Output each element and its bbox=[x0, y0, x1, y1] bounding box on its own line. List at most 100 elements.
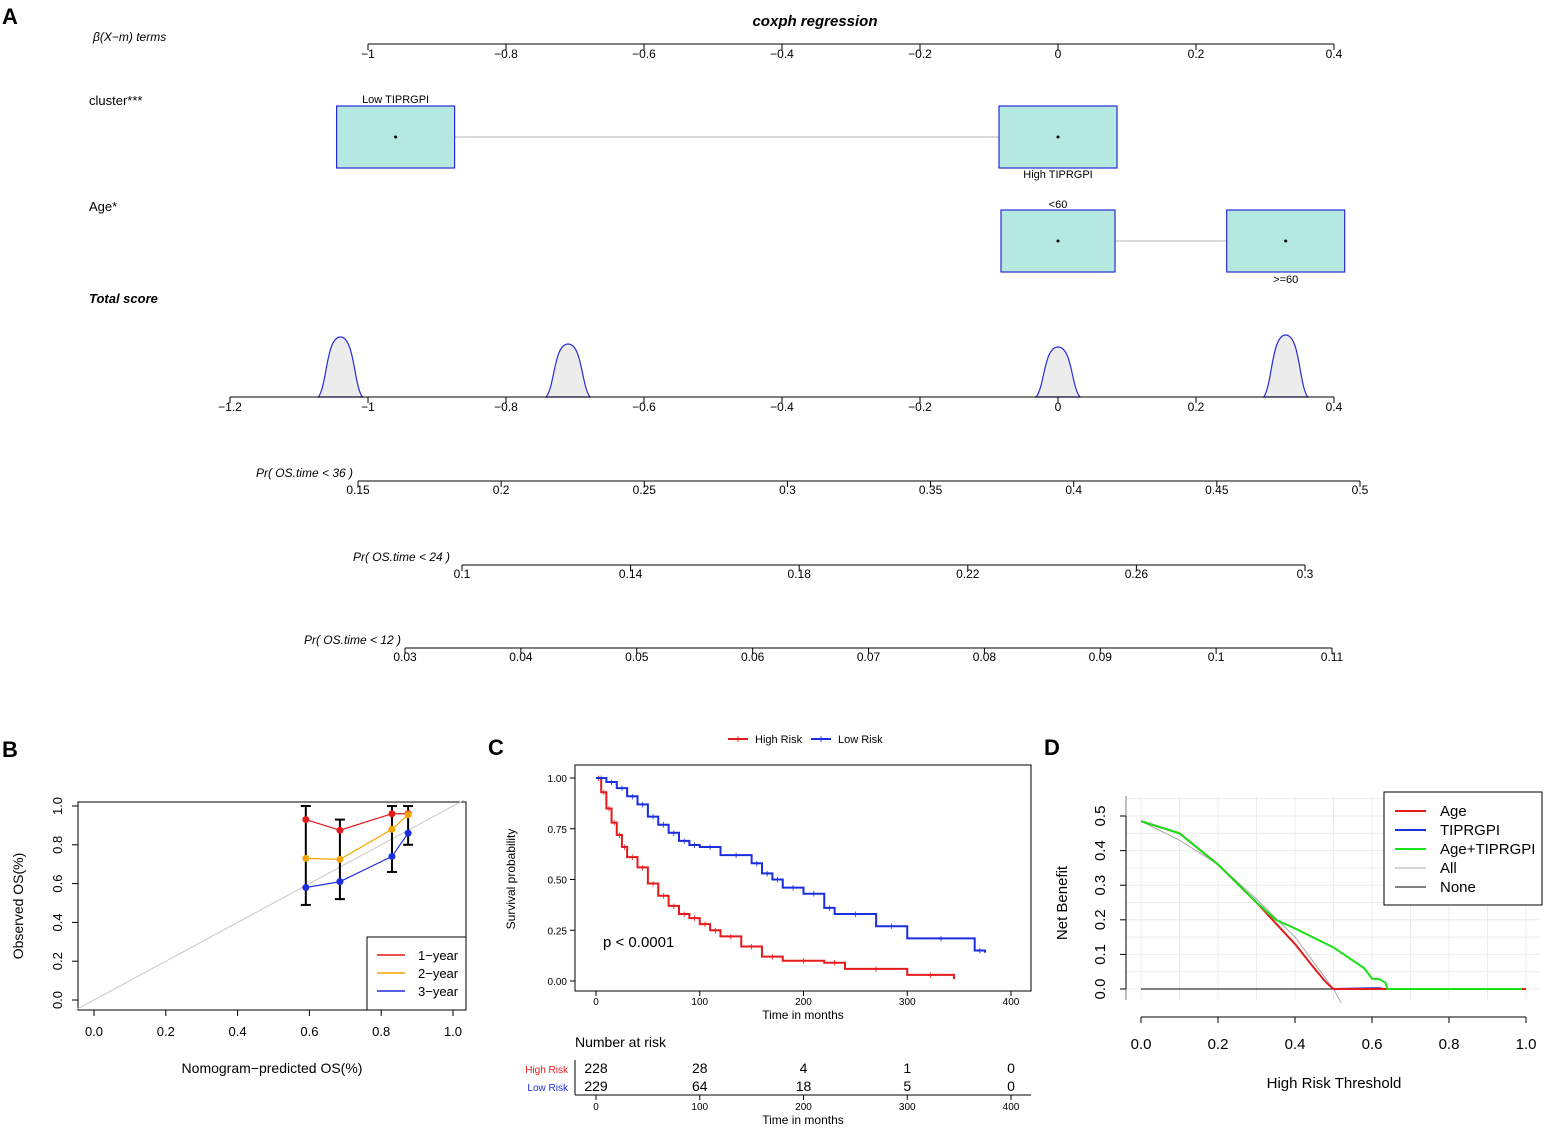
age-level-low: <60 bbox=[1049, 199, 1068, 211]
panel-b-point bbox=[302, 883, 310, 891]
panel-c-risk-value: 28 bbox=[692, 1060, 708, 1076]
panel-c-km-curve bbox=[596, 777, 955, 979]
panel-c-censor-mark: + bbox=[707, 842, 713, 854]
panel-b-point bbox=[388, 810, 396, 818]
panel-b-point-cross: × bbox=[405, 828, 411, 840]
panel-c-legend-mark: + bbox=[817, 732, 824, 746]
panel-d-ylabel: Net Benefit bbox=[1054, 865, 1071, 940]
panel-c-risk-row-label: Low Risk bbox=[527, 1083, 569, 1094]
panel-b-point-cross: × bbox=[303, 853, 309, 865]
panel-c-censor-mark: + bbox=[702, 919, 708, 931]
panel-b-point-cross: × bbox=[389, 809, 395, 821]
panel-b-xlabel: Nomogram−predicted OS(%) bbox=[182, 1060, 363, 1076]
age-box-low-dot bbox=[1056, 239, 1060, 243]
beta-tick-label: 0.4 bbox=[1326, 47, 1343, 61]
panel-c-censor-mark: + bbox=[938, 933, 944, 945]
panel-d-xtick-label: 1.0 bbox=[1516, 1036, 1537, 1053]
age-row-label: Age* bbox=[89, 199, 117, 214]
score-tick-label: −1.2 bbox=[218, 400, 242, 414]
panel-b-point-cross: × bbox=[337, 825, 343, 837]
panel-b-ytick-label: 1.0 bbox=[50, 797, 65, 815]
panel-b-point bbox=[336, 878, 344, 886]
score-tick-label: 0.2 bbox=[1188, 400, 1205, 414]
score-tick-label: −0.2 bbox=[908, 400, 932, 414]
panel-c-censor-mark: + bbox=[681, 909, 687, 921]
score-density-curve bbox=[1262, 334, 1309, 398]
panel-a-title: coxph regression bbox=[752, 13, 877, 30]
panel-b-point-cross: × bbox=[389, 824, 395, 836]
panel-c-censor-mark: + bbox=[650, 812, 656, 824]
panel-c-censor-mark: + bbox=[733, 850, 739, 862]
panel-d-xtick-label: 0.2 bbox=[1208, 1036, 1229, 1053]
panel-c-censor-mark: + bbox=[616, 830, 622, 842]
score-tick-label: −0.6 bbox=[632, 400, 656, 414]
prob-tick-label: 0.09 bbox=[1089, 650, 1113, 664]
panel-b-point bbox=[336, 826, 344, 834]
prob-tick-label: 0.3 bbox=[779, 483, 796, 497]
beta-tick-label: −0.6 bbox=[632, 47, 656, 61]
panel-d-xtick-label: 0.0 bbox=[1131, 1036, 1152, 1053]
score-density-curve bbox=[317, 336, 364, 398]
panel-letter-a: A bbox=[2, 4, 18, 29]
prob-axis-label: Pr( OS.time < 24 ) bbox=[353, 550, 450, 564]
panel-b-point-cross: × bbox=[337, 877, 343, 889]
panel-c-censor-mark: + bbox=[691, 840, 697, 852]
panel-b-point bbox=[302, 854, 310, 862]
panel-b-point bbox=[404, 829, 412, 837]
panel-c-xtick-label: 100 bbox=[691, 997, 708, 1008]
panel-c-ylabel: Survival probability bbox=[504, 829, 518, 930]
panel-c-censor-mark: + bbox=[831, 958, 837, 970]
panel-d-xtick-label: 0.4 bbox=[1285, 1036, 1306, 1053]
panel-d-legend-label: Age+TIPRGPI bbox=[1440, 841, 1535, 858]
panel-c-pvalue: p < 0.0001 bbox=[603, 934, 674, 951]
panel-c-risk-value: 0 bbox=[1007, 1078, 1015, 1094]
panel-c-xtick-label: 400 bbox=[1003, 997, 1020, 1008]
panel-c-risk-value: 64 bbox=[692, 1078, 708, 1094]
panel-c-censor-mark: + bbox=[621, 842, 627, 854]
cluster-box-high-dot bbox=[1056, 135, 1060, 139]
panel-c-risk-row-label: High Risk bbox=[525, 1065, 569, 1076]
panel-c-censor-mark: + bbox=[728, 931, 734, 943]
panel-c-censor-mark: + bbox=[977, 946, 983, 958]
age-level-high: >=60 bbox=[1273, 274, 1298, 286]
panel-c-censor-mark: + bbox=[826, 903, 832, 915]
panel-c-risk-xtick-label: 300 bbox=[899, 1102, 916, 1113]
panel-d-xtick-label: 0.6 bbox=[1362, 1036, 1383, 1053]
panel-c-ytick-label: 0.00 bbox=[548, 977, 568, 988]
panel-c-legend-label: Low Risk bbox=[838, 734, 883, 746]
panel-c-censor-mark: + bbox=[611, 818, 617, 830]
panel-c-censor-mark: + bbox=[790, 883, 796, 895]
panel-c-censor-mark: + bbox=[629, 852, 635, 864]
panel-c-censor-mark: + bbox=[852, 909, 858, 921]
beta-axis-label: β(X−m) terms bbox=[92, 30, 166, 44]
score-tick-label: 0 bbox=[1055, 400, 1062, 414]
panel-b-xtick-label: 0.8 bbox=[372, 1024, 390, 1039]
panel-c-censor-mark: + bbox=[629, 791, 635, 803]
panel-c-censor-mark: + bbox=[660, 820, 666, 832]
panel-d-legend-label: TIPRGPI bbox=[1440, 822, 1500, 839]
panel-c-risk-value: 18 bbox=[796, 1078, 812, 1094]
score-density-curve bbox=[1034, 346, 1082, 398]
panel-c-censor-mark: + bbox=[639, 799, 645, 811]
prob-tick-label: 0.26 bbox=[1125, 567, 1149, 581]
prob-tick-label: 0.08 bbox=[973, 650, 997, 664]
panel-c-risk-xtick-label: 100 bbox=[691, 1102, 708, 1113]
panel-d-xlabel: High Risk Threshold bbox=[1267, 1075, 1402, 1092]
panel-c-censor-mark: + bbox=[606, 803, 612, 815]
panel-b-series-line bbox=[305, 813, 409, 831]
panel-c-ytick-label: 0.50 bbox=[548, 876, 568, 887]
panel-c-risk-value: 4 bbox=[800, 1060, 808, 1076]
panel-letter-c: C bbox=[488, 735, 504, 760]
panel-b-legend-label: 1−year bbox=[418, 948, 459, 963]
panel-c-censor-mark: + bbox=[639, 862, 645, 874]
panel-c-censor-mark: + bbox=[888, 921, 894, 933]
panel-b-legend-label: 2−year bbox=[418, 966, 459, 981]
panel-b-ytick-label: 0.0 bbox=[50, 991, 65, 1009]
panel-d-curve bbox=[1140, 820, 1342, 1004]
panel-d-legend-label: None bbox=[1440, 879, 1476, 896]
panel-d-ytick-label: 0.1 bbox=[1092, 944, 1109, 965]
panel-b-point bbox=[404, 811, 412, 819]
prob-tick-label: 0.25 bbox=[633, 483, 657, 497]
prob-tick-label: 0.22 bbox=[956, 567, 980, 581]
beta-tick-label: 0.2 bbox=[1188, 47, 1205, 61]
